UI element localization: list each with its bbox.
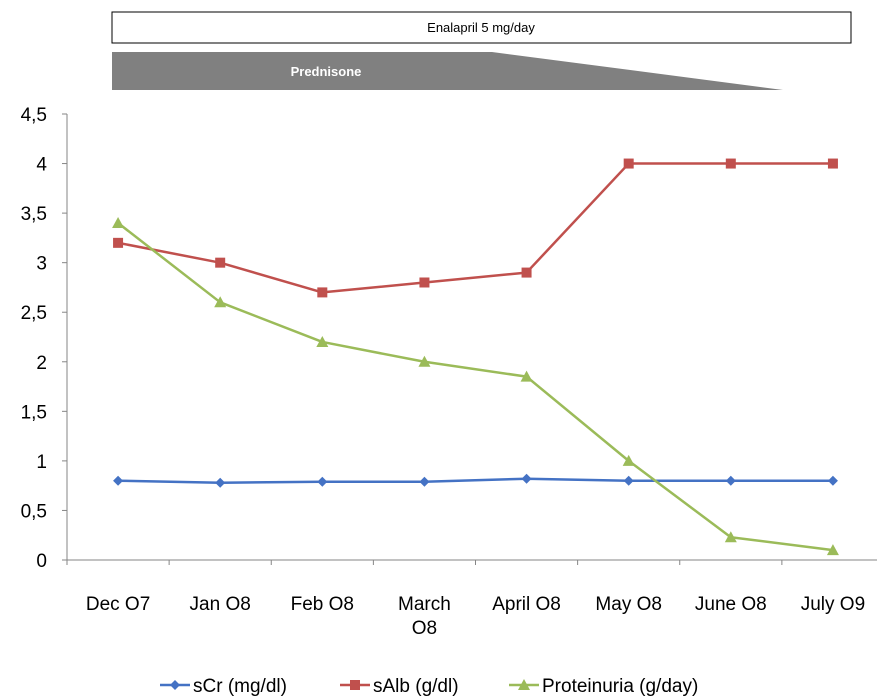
data-point — [521, 473, 532, 484]
data-point — [316, 335, 329, 347]
y-tick-label: 4 — [36, 155, 47, 176]
legend: sCr (mg/dl) sAlb (g/dl) Proteinuria (g/day… — [160, 676, 698, 697]
y-tick-label: 4,5 — [21, 105, 47, 126]
x-tick-label: April O8 — [492, 594, 561, 615]
series-line — [117, 162, 833, 294]
y-tick-label: 1 — [36, 452, 47, 473]
legend-item: Proteinuria (g/day) — [509, 676, 698, 697]
prednisone-label: Prednisone — [291, 64, 362, 79]
legend-marker — [170, 680, 180, 690]
data-point — [419, 476, 430, 487]
y-tick-label: 2 — [36, 353, 47, 374]
data-point — [520, 370, 533, 382]
series-line — [118, 477, 833, 484]
data-point — [113, 475, 124, 486]
data-point — [317, 476, 328, 487]
legend-label: sAlb (g/dl) — [373, 676, 459, 697]
series-layer — [112, 158, 839, 556]
legend-marker — [350, 680, 360, 690]
y-tick-label: 0,5 — [21, 501, 47, 522]
data-point — [827, 158, 838, 169]
y-tick-label: 2,5 — [21, 303, 47, 324]
x-tick-label: March O8 — [398, 594, 451, 639]
data-point — [826, 544, 839, 556]
series-2 — [113, 158, 838, 298]
data-point — [623, 158, 634, 169]
data-point — [623, 475, 634, 486]
axes: 0 0,5 1 1,5 2 2,5 3 3,5 4 4,5 Dec O7 Jan O8 Feb O8 Ma… — [21, 105, 877, 639]
data-point — [317, 287, 328, 298]
data-point — [724, 531, 737, 543]
data-point — [215, 257, 226, 268]
prednisone-bar — [112, 52, 783, 90]
enalapril-label: Enalapril 5 mg/day — [427, 20, 535, 35]
data-point — [725, 475, 736, 486]
data-point — [112, 217, 125, 229]
data-point — [725, 158, 736, 169]
x-tick-label: June O8 — [695, 594, 767, 615]
y-tick-label: 3 — [36, 254, 47, 275]
x-tick-label: Feb O8 — [291, 594, 354, 615]
series-1 — [113, 473, 838, 488]
data-point — [622, 454, 635, 466]
y-tick-label: 0 — [36, 551, 47, 572]
x-tick-label: Jan O8 — [190, 594, 251, 615]
legend-item: sCr (mg/dl) — [160, 676, 287, 697]
legend-item: sAlb (g/dl) — [340, 676, 459, 697]
y-tick-label: 3,5 — [21, 204, 47, 225]
legend-label: sCr (mg/dl) — [193, 676, 287, 697]
series-3 — [112, 217, 839, 556]
data-point — [215, 477, 226, 488]
data-point — [419, 277, 430, 288]
data-point — [113, 237, 124, 248]
legend-label: Proteinuria (g/day) — [542, 676, 698, 697]
enalapril-bar — [111, 11, 852, 44]
legend-marker — [518, 679, 530, 690]
x-tick-label: July O9 — [801, 594, 865, 615]
data-point — [418, 355, 431, 367]
series-line — [117, 222, 834, 552]
data-point — [827, 475, 838, 486]
data-point — [214, 296, 227, 308]
data-point — [521, 267, 532, 278]
x-tick-label: Dec O7 — [86, 594, 150, 615]
x-tick-label: May O8 — [595, 594, 662, 615]
y-tick-label: 1,5 — [21, 402, 47, 423]
